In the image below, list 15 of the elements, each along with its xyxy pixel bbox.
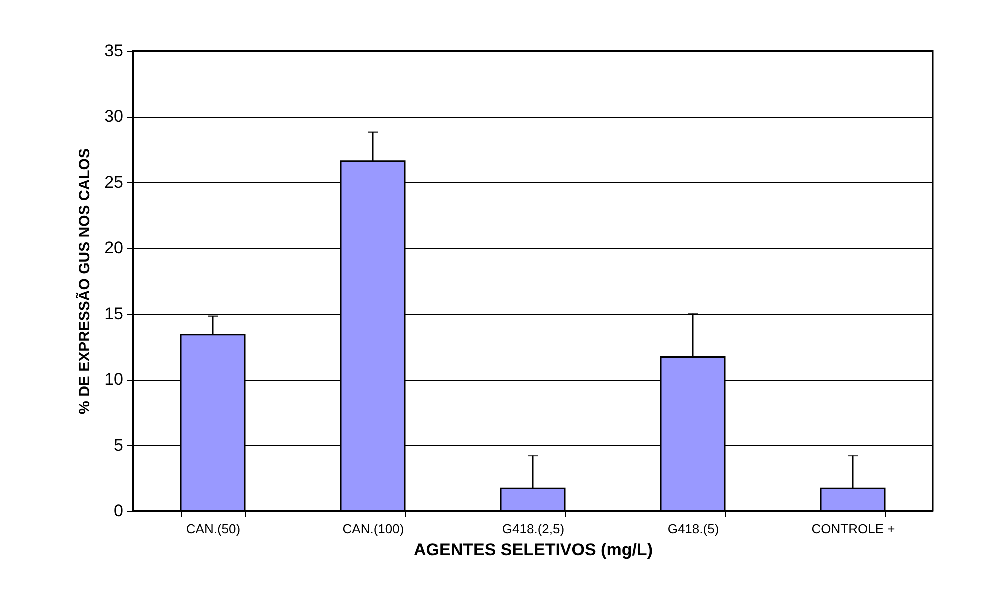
x-tick-label: G418.(2,5) (502, 522, 565, 536)
y-tick-label: 0 (114, 502, 124, 520)
y-tick-label: 10 (104, 370, 124, 390)
y-tick-label: 30 (104, 107, 124, 126)
x-tick-label: G418.(5) (668, 522, 720, 536)
y-tick-label: 35 (104, 42, 124, 60)
x-tick-label: CAN.(100) (342, 522, 404, 536)
x-tick-label: CAN.(50) (186, 522, 241, 536)
y-tick-label: 20 (104, 238, 124, 258)
x-tick-label: CONTROLE + (812, 522, 896, 536)
x-axis-title: AGENTES SELETIVOS (mg/L) (414, 540, 653, 560)
y-axis-title: % DE EXPRESSÃO GUS NOS CALOS (76, 148, 94, 414)
y-tick-label: 15 (104, 304, 124, 324)
y-tick-label: 5 (114, 436, 124, 455)
y-tick-label: 25 (104, 172, 124, 192)
